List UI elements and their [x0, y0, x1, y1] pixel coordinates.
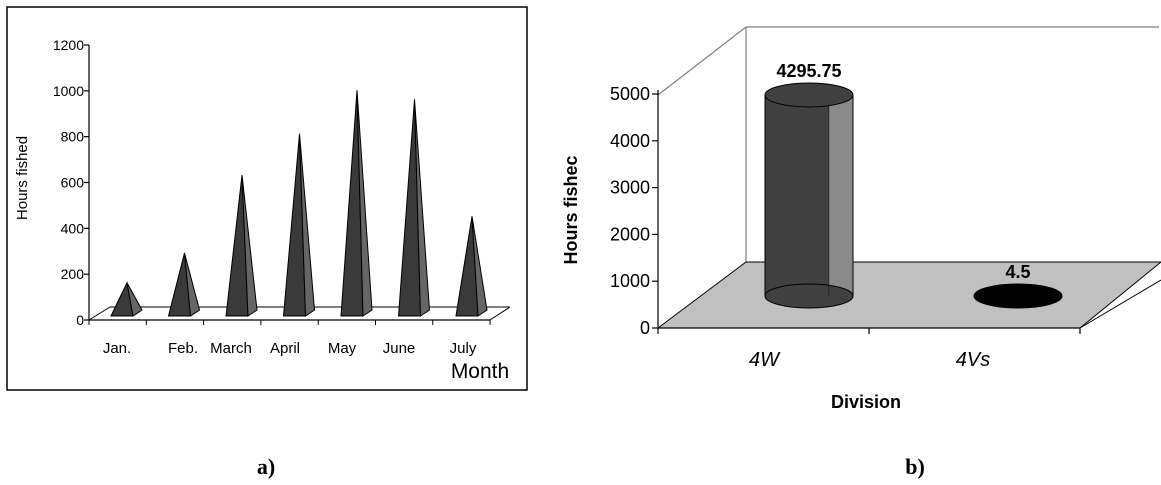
chart-b-ytick-label: 2000: [610, 224, 650, 244]
chart-b-ytick-label: 3000: [610, 178, 650, 198]
chart-a-ytick-label: 200: [61, 266, 85, 282]
chart-a-ytick-label: 1000: [53, 83, 84, 99]
chart-b-data-label: 4295.75: [776, 61, 841, 81]
chart-b-category-label: 4W: [749, 349, 781, 371]
chart-a-category-label: March: [210, 340, 252, 357]
chart-a-floor-left: [88, 306, 111, 321]
chart-b-bar: 4.5: [973, 262, 1063, 309]
chart-a-bar: [110, 281, 143, 317]
chart-a-xlabel: Month: [451, 360, 509, 383]
chart-a-bar: [282, 133, 316, 317]
chart-a-bar: [340, 90, 373, 317]
chart-a-ytick-label: 1200: [53, 37, 84, 53]
chart-a-floor-right: [489, 306, 511, 321]
chart-b-ytick-label: 1000: [610, 271, 650, 291]
chart-a-category-label: Jan.: [103, 340, 131, 357]
panel-label-b: b): [905, 454, 925, 479]
chart-a-bar: [397, 99, 431, 317]
chart-b-xlabel: Division: [831, 392, 901, 412]
chart-a-category-label: April: [270, 340, 300, 357]
chart-b-ytick-label: 0: [640, 318, 650, 338]
chart-a-ytick-label: 800: [61, 129, 85, 145]
chart-b-back-wall: [657, 26, 1159, 96]
chart-a-category-label: Feb.: [168, 340, 198, 357]
chart-a-category-label: June: [383, 340, 416, 357]
chart-a-ylabel: Hours fished: [14, 136, 31, 220]
chart-b-ylabel: Hours fishec: [561, 155, 581, 264]
chart-b-bar: 4295.75: [764, 61, 854, 309]
chart-a-ytick-label: 0: [76, 312, 84, 328]
panel-label-a: a): [257, 454, 275, 479]
chart-b-floor-right-edge: [1079, 279, 1161, 329]
chart-b-floor: [656, 261, 1161, 329]
chart-a-ytick-label: 600: [61, 175, 85, 191]
chart-a-bar: [225, 174, 258, 317]
chart-a-bar: [167, 252, 201, 317]
chart-a-bar: [455, 216, 488, 317]
chart-b-ytick-label: 5000: [610, 84, 650, 104]
chart-b-category-label: 4Vs: [956, 349, 990, 371]
chart-b: 0 1000 2000 3000 4000 5000 4295.75 4.5 4W 4Vs H…: [561, 26, 1161, 412]
chart-b-ytick-label: 4000: [610, 131, 650, 151]
chart-a-frame: [6, 6, 528, 391]
chart-a-category-label: May: [328, 340, 357, 357]
chart-a-category-label: July: [450, 340, 477, 357]
chart-b-data-label: 4.5: [1005, 262, 1030, 282]
chart-a: 0 200 400 600 800 1000 1200 Jan. Feb. March April…: [6, 6, 528, 391]
chart-a-ytick-label: 400: [61, 220, 85, 236]
